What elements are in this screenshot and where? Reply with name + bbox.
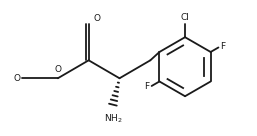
Text: F: F: [221, 42, 226, 51]
Text: O: O: [54, 65, 61, 74]
Text: F: F: [144, 82, 150, 91]
Text: NH$_2$: NH$_2$: [104, 112, 122, 125]
Text: O: O: [14, 74, 21, 83]
Text: Cl: Cl: [181, 13, 189, 22]
Text: O: O: [93, 14, 100, 23]
